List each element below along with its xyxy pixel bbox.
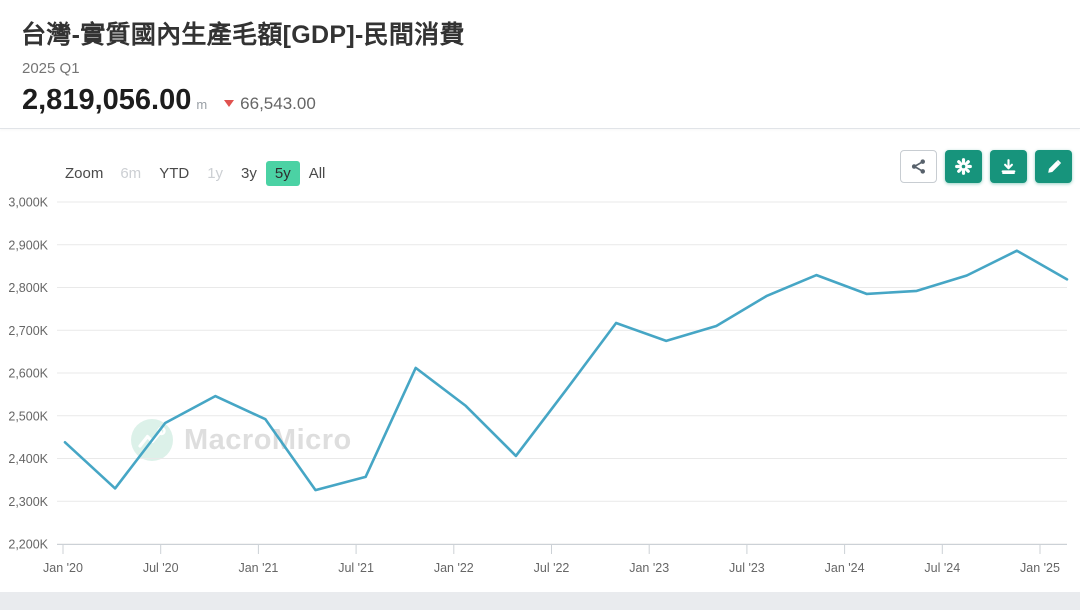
zoom-label: Zoom xyxy=(65,165,104,182)
gear-icon xyxy=(955,158,972,175)
watermark-text: MacroMicro xyxy=(184,423,352,456)
chart-card: Zoom 6m YTD 1y 3y 5y All xyxy=(0,129,1080,592)
header: 台灣-實質國內生產毛額[GDP]-民間消費 2025 Q1 2,819,056.… xyxy=(0,0,1080,128)
change-down-arrow-icon xyxy=(224,100,235,107)
page-title: 台灣-實質國內生產毛額[GDP]-民間消費 xyxy=(21,21,465,49)
share-button[interactable] xyxy=(900,150,937,183)
edit-button[interactable] xyxy=(1035,150,1072,183)
share-icon xyxy=(911,159,925,174)
latest-value-row: 2,819,056.00 m 66,543.00 xyxy=(22,84,316,117)
series-line[interactable] xyxy=(63,249,1069,492)
range-button-all[interactable]: All xyxy=(308,165,326,182)
latest-value: 2,819,056.00 xyxy=(22,84,192,116)
range-selector: Zoom 6m YTD 1y 3y 5y All xyxy=(57,161,334,186)
range-button-1y: 1y xyxy=(207,165,224,182)
period-label: 2025 Q1 xyxy=(22,60,80,77)
value-unit: m xyxy=(196,97,208,112)
range-button-5y[interactable]: 5y xyxy=(265,161,300,186)
range-button-6m: 6m xyxy=(120,165,142,182)
download-button[interactable] xyxy=(990,150,1027,183)
pencil-icon xyxy=(1047,159,1061,173)
range-button-3y[interactable]: 3y xyxy=(241,165,257,182)
download-icon xyxy=(1001,159,1016,174)
chart-actions xyxy=(900,150,1072,183)
settings-button[interactable] xyxy=(945,150,982,183)
range-button-ytd[interactable]: YTD xyxy=(159,165,190,182)
change-value: 66,543.00 xyxy=(240,94,316,113)
